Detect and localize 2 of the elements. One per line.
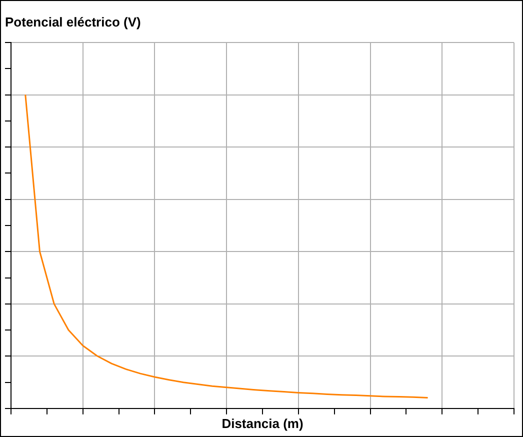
chart-title: Potencial eléctrico (V) — [5, 14, 141, 30]
x-axis-title: Distancia (m) — [222, 416, 304, 431]
